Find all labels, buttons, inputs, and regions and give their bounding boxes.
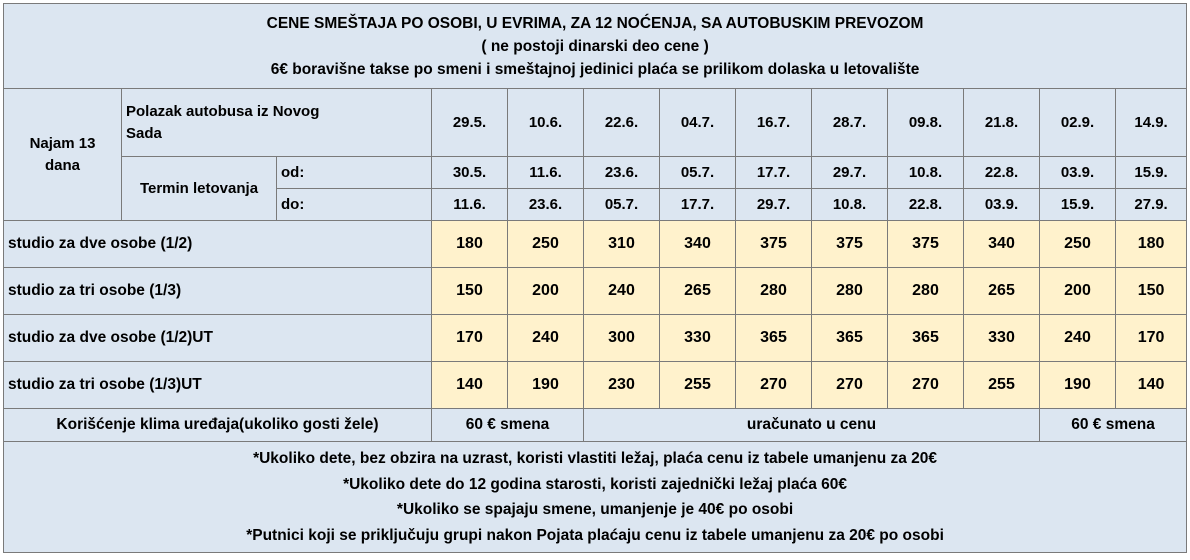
price-cell: 200: [507, 267, 584, 315]
price-cell: 230: [583, 361, 660, 409]
notes: *Ukoliko dete, bez obzira na uzrast, kor…: [2, 441, 1188, 553]
price-cell: 280: [811, 267, 888, 315]
price-cell: 150: [1114, 267, 1188, 315]
price-cell: 300: [583, 314, 660, 362]
price-cell: 250: [507, 220, 584, 268]
table-row: studio za dve osobe (1/2) 180 250 310 34…: [3, 220, 1188, 268]
departure-date: 28.7.: [811, 88, 888, 157]
price-cell: 170: [1114, 314, 1188, 362]
price-cell: 150: [431, 267, 508, 315]
from-date: 23.6.: [583, 156, 660, 189]
departure-date: 04.7.: [659, 88, 736, 157]
from-date: 15.9.: [1114, 156, 1188, 189]
table-header: CENE SMEŠTAJA PO OSOBI, U EVRIMA, ZA 12 …: [2, 3, 1188, 89]
price-cell: 270: [811, 361, 888, 409]
price-cell: 240: [507, 314, 584, 362]
note-child-shared-bed: *Ukoliko dete do 12 godina starosti, kor…: [343, 475, 848, 493]
price-cell: 340: [963, 220, 1040, 268]
najam-label: Najam 13 dana: [3, 88, 122, 221]
price-cell: 375: [811, 220, 888, 268]
to-date: 03.9.: [963, 188, 1040, 221]
note-child-own-bed: *Ukoliko dete, bez obzira na uzrast, kor…: [253, 450, 938, 467]
from-date: 17.7.: [735, 156, 812, 189]
to-date: 27.9.: [1114, 188, 1188, 221]
price-cell: 190: [507, 361, 584, 409]
price-cell: 365: [887, 314, 964, 362]
to-date: 10.8.: [811, 188, 888, 221]
departure-date: 21.8.: [963, 88, 1040, 157]
price-cell: 200: [1039, 267, 1116, 315]
from-date: 11.6.: [507, 156, 584, 189]
price-cell: 265: [659, 267, 736, 315]
room-type-label: studio za tri osobe (1/3): [3, 267, 432, 315]
from-date: 03.9.: [1039, 156, 1116, 189]
table-row: studio za tri osobe (1/3)UT 140 190 230 …: [3, 361, 1188, 409]
to-date: 05.7.: [583, 188, 660, 221]
price-cell: 365: [811, 314, 888, 362]
price-cell: 140: [431, 361, 508, 409]
price-cell: 270: [887, 361, 964, 409]
table-row: studio za tri osobe (1/3) 150 200 240 26…: [3, 267, 1188, 315]
klima-price-first: 60 € smena: [431, 408, 584, 442]
klima-included: uračunato u cenu: [583, 408, 1040, 442]
klima-price-last: 60 € smena: [1038, 408, 1188, 442]
from-date: 30.5.: [431, 156, 508, 189]
price-cell: 265: [963, 267, 1040, 315]
price-cell: 190: [1039, 361, 1116, 409]
termin-label: Termin letovanja: [121, 156, 277, 221]
price-cell: 375: [735, 220, 812, 268]
departure-date: 16.7.: [735, 88, 812, 157]
room-type-label: studio za dve osobe (1/2)UT: [3, 314, 432, 362]
price-cell: 375: [887, 220, 964, 268]
price-cell: 340: [659, 220, 736, 268]
price-cell: 180: [431, 220, 508, 268]
price-cell: 255: [963, 361, 1040, 409]
departure-date: 14.9.: [1114, 88, 1188, 157]
price-cell: 270: [735, 361, 812, 409]
departure-date: 29.5.: [431, 88, 508, 157]
price-cell: 140: [1114, 361, 1188, 409]
note-merged-shifts: *Ukoliko se spajaju smene, umanjenje je …: [396, 501, 794, 518]
notes-row: *Ukoliko dete, bez obzira na uzrast, kor…: [2, 441, 1188, 553]
od-label: od:: [276, 156, 432, 189]
room-type-label: studio za tri osobe (1/3)UT: [3, 361, 432, 409]
klima-label: Korišćenje klima uređaja(ukoliko gosti ž…: [3, 408, 432, 442]
table-row: studio za dve osobe (1/2)UT 170 240 300 …: [3, 314, 1188, 362]
price-cell: 255: [659, 361, 736, 409]
from-date: 22.8.: [963, 156, 1040, 189]
to-date: 15.9.: [1039, 188, 1116, 221]
price-cell: 365: [735, 314, 812, 362]
from-date: 05.7.: [659, 156, 736, 189]
price-cell: 330: [659, 314, 736, 362]
price-cell: 330: [963, 314, 1040, 362]
price-cell: 280: [735, 267, 812, 315]
price-cell: 170: [431, 314, 508, 362]
header-tax-note: 6€ boravišne takse po smeni i smeštajnoj…: [270, 60, 920, 78]
price-cell: 240: [583, 267, 660, 315]
header-title: CENE SMEŠTAJA PO OSOBI, U EVRIMA, ZA 12 …: [266, 14, 924, 32]
price-cell: 240: [1039, 314, 1116, 362]
to-date: 29.7.: [735, 188, 812, 221]
room-type-label: studio za dve osobe (1/2): [3, 220, 432, 268]
departure-label: Polazak autobusa iz Novog Sada: [121, 88, 432, 157]
departure-date: 10.6.: [507, 88, 584, 157]
to-date: 23.6.: [507, 188, 584, 221]
klima-row: Korišćenje klima uređaja(ukoliko gosti ž…: [3, 408, 1188, 442]
from-date: 10.8.: [887, 156, 964, 189]
from-date: 29.7.: [811, 156, 888, 189]
to-date: 11.6.: [431, 188, 508, 221]
departure-date: 22.6.: [583, 88, 660, 157]
price-cell: 280: [887, 267, 964, 315]
note-pojate-passengers: *Putnici koji se priključuju grupi nakon…: [246, 526, 944, 544]
departure-date: 02.9.: [1039, 88, 1116, 157]
price-table: CENE SMEŠTAJA PO OSOBI, U EVRIMA, ZA 12 …: [2, 3, 1188, 553]
header-subtitle: ( ne postoji dinarski deo cene ): [481, 37, 709, 55]
price-cell: 180: [1114, 220, 1188, 268]
price-cell: 310: [583, 220, 660, 268]
price-cell: 250: [1039, 220, 1116, 268]
do-label: do:: [276, 188, 432, 221]
to-date: 22.8.: [887, 188, 964, 221]
departure-date: 09.8.: [887, 88, 964, 157]
to-date: 17.7.: [659, 188, 736, 221]
